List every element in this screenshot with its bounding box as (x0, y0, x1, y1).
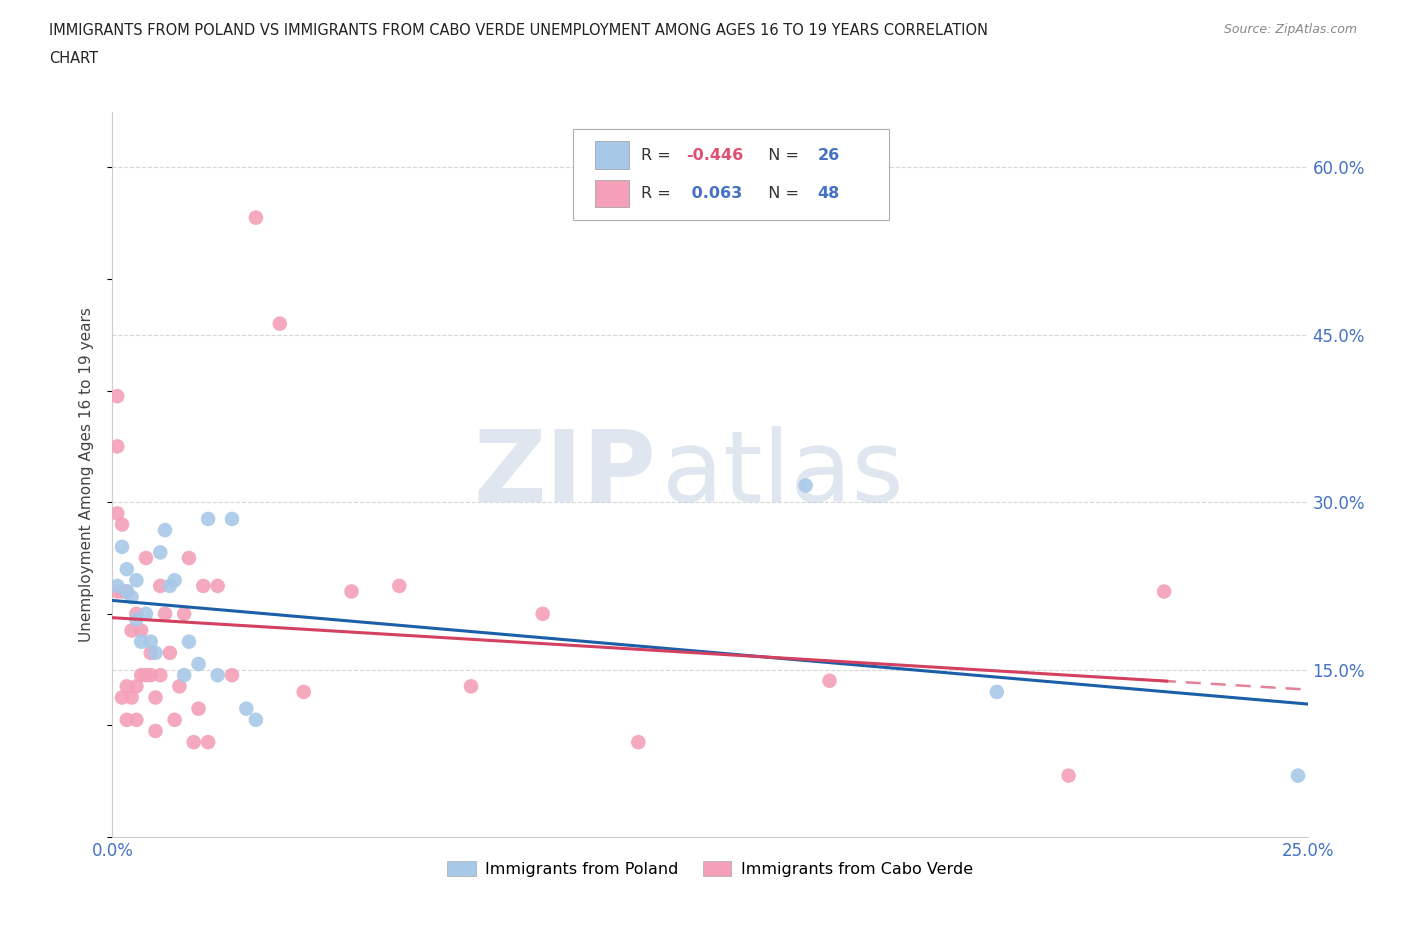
Text: 0.063: 0.063 (686, 186, 742, 201)
Point (139, 634, 162, 649)
Point (531, 606, 554, 621)
Point (105, 584, 128, 599)
Point (269, 316, 291, 331)
Point (125, 573, 148, 588)
Point (169, 679, 191, 694)
Point (818, 673, 841, 688)
Point (177, 634, 200, 649)
Text: -0.446: -0.446 (686, 148, 744, 163)
Point (105, 506, 128, 521)
Point (139, 668, 162, 683)
Point (111, 690, 134, 705)
Point (149, 545, 172, 560)
Point (153, 606, 176, 621)
Point (245, 712, 267, 727)
Point (115, 562, 138, 577)
Text: 48: 48 (818, 186, 839, 201)
Point (460, 679, 482, 694)
Point (153, 523, 176, 538)
FancyBboxPatch shape (595, 179, 628, 207)
Point (111, 539, 134, 554)
Point (173, 668, 195, 683)
Point (207, 578, 229, 593)
Point (115, 679, 138, 694)
Point (121, 690, 143, 705)
Text: N =: N = (758, 186, 804, 201)
Text: CHART: CHART (49, 51, 98, 66)
Point (245, 210, 267, 225)
Point (135, 606, 157, 621)
Point (292, 684, 315, 699)
Point (159, 645, 181, 660)
Point (197, 512, 219, 526)
Point (235, 701, 257, 716)
Point (111, 584, 134, 599)
Point (105, 578, 128, 593)
Point (794, 478, 817, 493)
Point (149, 578, 172, 593)
Point (129, 623, 152, 638)
Point (121, 590, 143, 604)
Point (1153, 584, 1175, 599)
Point (986, 684, 1008, 699)
Text: R =: R = (641, 148, 676, 163)
Point (187, 701, 209, 716)
Point (139, 645, 162, 660)
Text: ZIP: ZIP (474, 426, 657, 523)
FancyBboxPatch shape (572, 129, 890, 219)
Point (145, 724, 167, 738)
Text: Source: ZipAtlas.com: Source: ZipAtlas.com (1223, 23, 1357, 36)
Point (135, 668, 157, 683)
Point (159, 578, 181, 593)
Legend: Immigrants from Poland, Immigrants from Cabo Verde: Immigrants from Poland, Immigrants from … (440, 855, 980, 884)
Point (149, 668, 172, 683)
Point (145, 690, 167, 705)
Point (207, 668, 229, 683)
Point (111, 517, 134, 532)
Point (388, 578, 411, 593)
Point (125, 612, 148, 627)
Y-axis label: Unemployment Among Ages 16 to 19 years: Unemployment Among Ages 16 to 19 years (79, 307, 94, 642)
Point (125, 712, 148, 727)
Text: 26: 26 (818, 148, 839, 163)
Point (105, 439, 128, 454)
Point (163, 573, 186, 588)
Text: atlas: atlas (662, 426, 904, 523)
Point (163, 712, 186, 727)
Point (135, 551, 157, 565)
Point (1057, 768, 1080, 783)
Point (125, 606, 148, 621)
Point (177, 551, 200, 565)
Point (173, 606, 195, 621)
Point (221, 512, 243, 526)
Point (183, 735, 205, 750)
Text: R =: R = (641, 186, 676, 201)
Point (129, 634, 152, 649)
Point (627, 735, 650, 750)
Point (105, 389, 128, 404)
Text: N =: N = (758, 148, 804, 163)
Point (1286, 768, 1309, 783)
Point (121, 623, 143, 638)
Point (115, 712, 138, 727)
Point (115, 584, 138, 599)
Point (145, 645, 167, 660)
Point (221, 668, 243, 683)
Point (129, 668, 152, 683)
Point (187, 657, 209, 671)
FancyBboxPatch shape (595, 141, 628, 169)
Text: IMMIGRANTS FROM POLAND VS IMMIGRANTS FROM CABO VERDE UNEMPLOYMENT AMONG AGES 16 : IMMIGRANTS FROM POLAND VS IMMIGRANTS FRO… (49, 23, 988, 38)
Point (340, 584, 363, 599)
Point (197, 735, 219, 750)
Point (115, 584, 138, 599)
Point (193, 578, 215, 593)
Point (125, 679, 148, 694)
